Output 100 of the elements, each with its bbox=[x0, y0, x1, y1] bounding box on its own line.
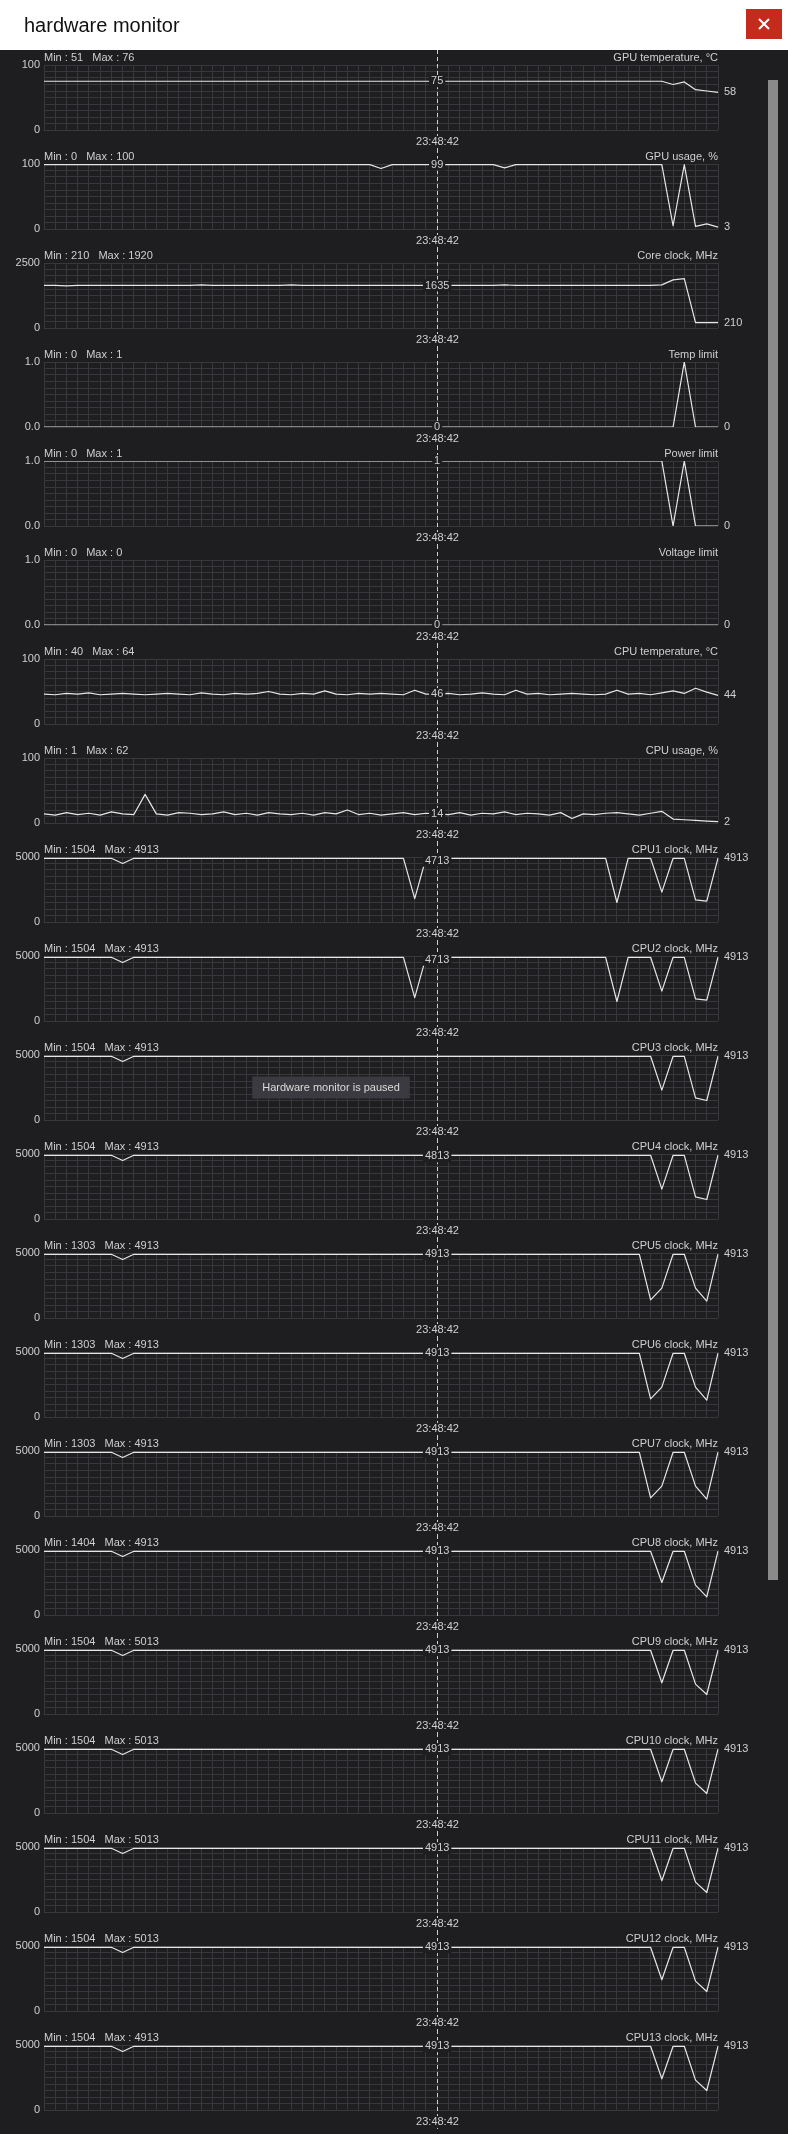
text: Min : 1504 Max : 5013 bbox=[44, 1833, 159, 1845]
text: Min : 1404 Max : 4913 bbox=[44, 1536, 159, 1548]
text: Min : 0 Max : 0 bbox=[44, 546, 123, 558]
data-label: 4913 bbox=[724, 851, 749, 864]
text: Min : 1504 Max : 4913 bbox=[44, 843, 159, 855]
y-tick-label: 0 bbox=[33, 1410, 40, 1423]
text: Min : 0 Max : 1 bbox=[44, 348, 123, 360]
text: Min : 0 Max : 100 bbox=[44, 150, 135, 162]
text: 23:48:42 bbox=[416, 2115, 459, 2128]
y-tick-label: 0 bbox=[33, 1113, 40, 1126]
y-tick-label: 0 bbox=[33, 1212, 40, 1225]
text: 23:48:42 bbox=[416, 1125, 459, 1138]
data-label: 0 bbox=[724, 519, 731, 532]
y-axis-title: Temp limit bbox=[668, 348, 718, 360]
y-tick-label: 0 bbox=[33, 1608, 40, 1621]
data-label: 44 bbox=[724, 688, 737, 701]
data-label: 0 bbox=[434, 618, 441, 631]
text: Min : 1303 Max : 4913 bbox=[44, 1437, 159, 1449]
y-axis-title: CPU3 clock, MHz bbox=[631, 1041, 718, 1053]
text: 23:48:42 bbox=[416, 729, 459, 742]
y-axis-title: CPU9 clock, MHz bbox=[631, 1635, 718, 1647]
y-tick-label: 0 bbox=[33, 816, 40, 829]
data-label: 4913 bbox=[724, 1148, 749, 1161]
text: 23:48:42 bbox=[416, 927, 459, 940]
text: Min : 1504 Max : 5013 bbox=[44, 1932, 159, 1944]
y-tick-label: 0.0 bbox=[24, 420, 40, 433]
text: 23:48:42 bbox=[416, 1224, 459, 1237]
y-axis-title: Voltage limit bbox=[658, 546, 718, 558]
text: Min : 1504 Max : 5013 bbox=[44, 1734, 159, 1746]
y-tick-label: 5000 bbox=[15, 1147, 40, 1160]
text: Min : 51 Max : 76 bbox=[44, 51, 135, 63]
y-tick-label: 5000 bbox=[15, 949, 40, 962]
data-label: 4913 bbox=[724, 1544, 749, 1557]
data-label: 99 bbox=[431, 157, 444, 170]
data-label: 58 bbox=[724, 85, 737, 98]
y-tick-label: 0 bbox=[33, 1707, 40, 1720]
y-axis-title: Core clock, MHz bbox=[637, 249, 718, 261]
data-label: 0 bbox=[434, 420, 441, 433]
y-axis-title: GPU temperature, °C bbox=[613, 51, 719, 63]
text: 23:48:42 bbox=[416, 1323, 459, 1336]
y-axis-title: Power limit bbox=[664, 447, 718, 459]
data-label: 2 bbox=[724, 814, 731, 827]
y-axis-title: CPU10 clock, MHz bbox=[625, 1734, 718, 1746]
y-axis-title: CPU4 clock, MHz bbox=[631, 1140, 718, 1152]
text: Min : 1504 Max : 4913 bbox=[44, 2031, 159, 2043]
y-axis-title: GPU usage, % bbox=[645, 150, 719, 162]
y-tick-label: 0.0 bbox=[24, 519, 40, 532]
text: Min : 1 Max : 62 bbox=[44, 744, 129, 756]
text: 23:48:42 bbox=[416, 432, 459, 445]
y-tick-label: 5000 bbox=[15, 1741, 40, 1754]
y-axis-title: CPU2 clock, MHz bbox=[631, 942, 718, 954]
chart-title: hardware monitor bbox=[23, 13, 180, 37]
text: Min : 0 Max : 1 bbox=[44, 447, 123, 459]
data-label: 210 bbox=[724, 315, 743, 328]
data-label: 4913 bbox=[724, 1940, 749, 1953]
data-label: 4913 bbox=[724, 950, 749, 963]
y-tick-label: 0 bbox=[33, 123, 40, 136]
y-tick-label: 5000 bbox=[15, 1543, 40, 1556]
y-axis-title: CPU temperature, °C bbox=[613, 645, 719, 657]
y-axis-title: CPU6 clock, MHz bbox=[631, 1338, 718, 1350]
text: 23:48:42 bbox=[416, 1422, 459, 1435]
text: 23:48:42 bbox=[416, 2016, 459, 2029]
text: Min : 1303 Max : 4913 bbox=[44, 1239, 159, 1251]
y-tick-label: 0 bbox=[33, 1014, 40, 1027]
y-tick-label: 5000 bbox=[15, 1345, 40, 1358]
text: 23:48:42 bbox=[416, 1818, 459, 1831]
data-label: 4913 bbox=[724, 1247, 749, 1260]
y-axis-title: CPU13 clock, MHz bbox=[625, 2031, 718, 2043]
text: 23:48:42 bbox=[416, 1521, 459, 1534]
y-tick-label: 0 bbox=[33, 1806, 40, 1819]
y-tick-label: 5000 bbox=[15, 1840, 40, 1853]
y-axis-title: CPU1 clock, MHz bbox=[631, 843, 718, 855]
y-tick-label: 5000 bbox=[15, 1939, 40, 1952]
y-axis-title: CPU8 clock, MHz bbox=[631, 1536, 718, 1548]
text: 23:48:42 bbox=[416, 234, 459, 247]
text: Min : 1504 Max : 4913 bbox=[44, 1041, 159, 1053]
y-tick-label: 5000 bbox=[15, 1444, 40, 1457]
data-label: 14 bbox=[431, 806, 444, 819]
y-tick-label: 2500 bbox=[15, 256, 40, 269]
y-tick-label: 0 bbox=[33, 915, 40, 928]
y-tick-label: 0 bbox=[33, 1311, 40, 1324]
y-tick-label: 5000 bbox=[15, 1246, 40, 1259]
data-label: 4913 bbox=[724, 2039, 749, 2052]
data-label: 3 bbox=[724, 220, 731, 233]
text: 23:48:42 bbox=[416, 1917, 459, 1930]
text: Min : 40 Max : 64 bbox=[44, 645, 135, 657]
data-label: 0 bbox=[724, 618, 731, 631]
y-tick-label: 1.0 bbox=[24, 454, 40, 467]
y-tick-label: 100 bbox=[21, 652, 40, 665]
text: 23:48:42 bbox=[416, 135, 459, 148]
data-label: 4913 bbox=[724, 1346, 749, 1359]
data-label: 4913 bbox=[724, 1445, 749, 1458]
y-tick-label: 0 bbox=[33, 1509, 40, 1522]
y-tick-label: 100 bbox=[21, 751, 40, 764]
text: Min : 210 Max : 1920 bbox=[44, 249, 153, 261]
data-label: 4913 bbox=[724, 1841, 749, 1854]
data-label: 4913 bbox=[724, 1643, 749, 1656]
y-axis-title: CPU5 clock, MHz bbox=[631, 1239, 718, 1251]
text: Min : 1303 Max : 4913 bbox=[44, 1338, 159, 1350]
data-label: 1 bbox=[434, 454, 441, 467]
